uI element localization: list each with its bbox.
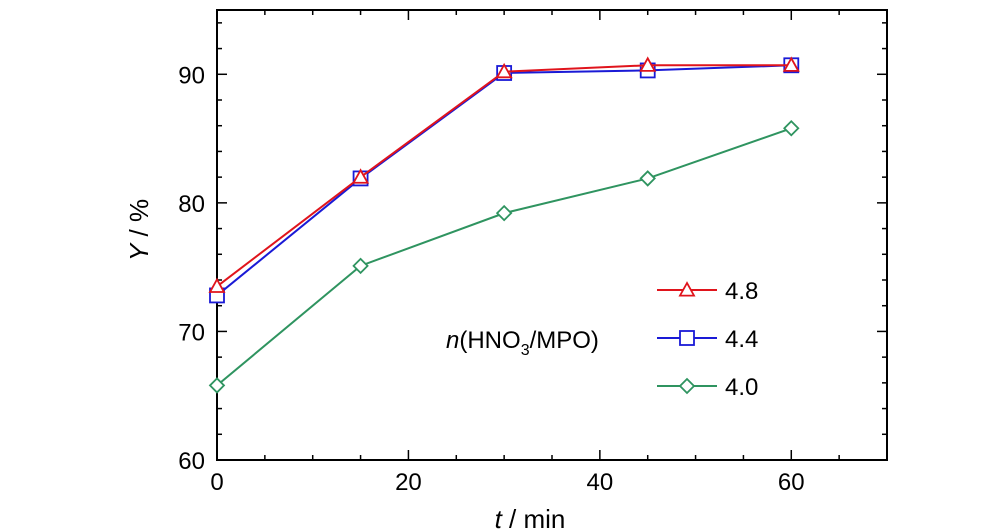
legend-marker bbox=[678, 281, 696, 297]
data-point bbox=[208, 277, 226, 293]
data-point bbox=[639, 170, 656, 187]
annotation-pre: (HNO bbox=[459, 327, 520, 354]
x-axis-title: t / min bbox=[495, 504, 566, 532]
data-point bbox=[208, 377, 226, 394]
series-square bbox=[209, 57, 800, 304]
legend-label: 4.8 bbox=[725, 278, 758, 305]
legend-label: 4.0 bbox=[725, 374, 758, 401]
series-line bbox=[216, 64, 792, 288]
data-point bbox=[639, 56, 657, 72]
series-diamond bbox=[208, 120, 800, 394]
y-axis-title: Y / % bbox=[124, 199, 154, 261]
annotation-var: n bbox=[446, 327, 459, 354]
series-line bbox=[216, 64, 792, 297]
y-tick-label: 90 bbox=[178, 62, 205, 89]
x-tick-label: 0 bbox=[210, 469, 223, 496]
data-point bbox=[495, 62, 513, 79]
annotation-sub: 3 bbox=[521, 342, 530, 359]
legend-marker bbox=[678, 377, 696, 395]
y-tick-label: 80 bbox=[178, 191, 205, 218]
legend: 4.8 4.4 4.0 bbox=[657, 278, 758, 401]
series-layer bbox=[208, 56, 800, 394]
plot-frame bbox=[216, 9, 888, 461]
x-tick-label: 60 bbox=[778, 469, 805, 496]
series-triangle bbox=[208, 56, 800, 293]
y-tick-label: 70 bbox=[178, 319, 205, 346]
data-point bbox=[782, 56, 800, 72]
tick-labels: 0 20 40 60 60 70 80 90 bbox=[178, 62, 804, 496]
legend-annotation: n(HNO3/MPO) bbox=[446, 327, 599, 359]
data-point bbox=[352, 168, 370, 184]
y-tick-label: 60 bbox=[178, 448, 205, 475]
legend-entry: 4.0 bbox=[657, 374, 758, 401]
legend-label: 4.4 bbox=[725, 326, 758, 353]
y-axis-var: Y bbox=[124, 242, 154, 261]
data-point bbox=[352, 257, 369, 275]
data-point bbox=[495, 204, 513, 222]
annotation-post: /MPO) bbox=[530, 327, 599, 354]
data-point bbox=[783, 120, 800, 137]
x-tick-label: 20 bbox=[395, 469, 422, 496]
y-axis-unit: / % bbox=[124, 199, 154, 244]
axis-ticks bbox=[216, 10, 888, 461]
legend-entry: 4.8 bbox=[657, 278, 758, 305]
legend-marker bbox=[679, 330, 695, 346]
x-tick-label: 40 bbox=[587, 469, 614, 496]
legend-entry: 4.4 bbox=[657, 326, 758, 353]
x-axis-var: t bbox=[495, 504, 504, 532]
x-axis-unit: / min bbox=[502, 504, 566, 532]
